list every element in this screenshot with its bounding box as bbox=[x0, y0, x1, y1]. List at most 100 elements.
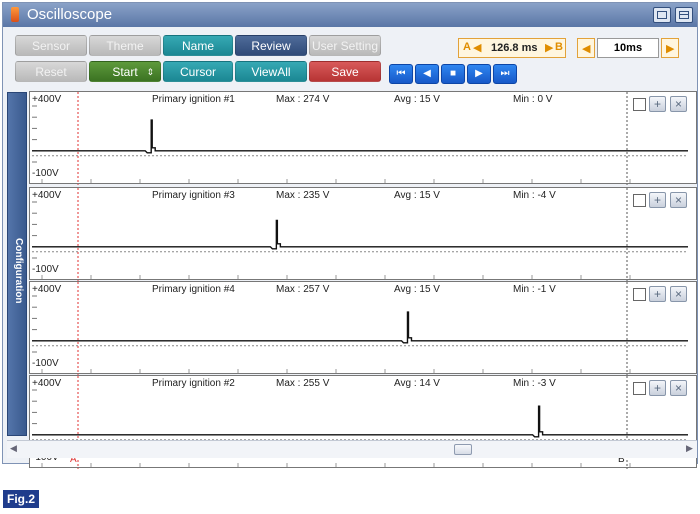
channel-max: Max : 255 V bbox=[276, 378, 330, 389]
channel-ymax: +400V bbox=[32, 190, 62, 201]
channel-min: Min : -3 V bbox=[513, 378, 556, 389]
window-title: Oscilloscope bbox=[27, 6, 113, 23]
arrow-right-icon: ▶ bbox=[666, 43, 675, 55]
skip-start-icon: ⏮ bbox=[396, 68, 406, 79]
channel-ymax: +400V bbox=[32, 284, 62, 295]
cursor-button[interactable]: Cursor bbox=[163, 61, 233, 82]
waveform-trace bbox=[32, 405, 688, 438]
scroll-right-icon[interactable]: ▶ bbox=[686, 443, 693, 453]
cursor-a-label: A bbox=[70, 454, 77, 465]
menu-button[interactable] bbox=[675, 7, 693, 23]
horizontal-scrollbar[interactable]: ◀ ▶ bbox=[7, 440, 697, 458]
channel-checkbox[interactable] bbox=[633, 382, 646, 395]
step-back-icon: ◀ bbox=[423, 68, 431, 79]
menu-icon bbox=[679, 11, 689, 19]
step-back-button[interactable]: ◀ bbox=[415, 64, 439, 84]
step-forward-button[interactable]: ▶ bbox=[467, 64, 491, 84]
configuration-label: Configuration bbox=[13, 238, 24, 304]
channel-checkbox[interactable] bbox=[633, 288, 646, 301]
channel-area: +400V Primary ignition #1 Max : 274 V Av… bbox=[29, 91, 697, 469]
channel-ymin: -100V bbox=[32, 168, 59, 179]
channel-max: Max : 274 V bbox=[276, 94, 330, 105]
waveform-trace bbox=[32, 119, 688, 154]
channel-avg: Avg : 15 V bbox=[394, 190, 440, 201]
channel-avg: Avg : 14 V bbox=[394, 378, 440, 389]
close-icon: × bbox=[674, 381, 682, 395]
theme-button[interactable]: Theme bbox=[89, 35, 161, 56]
add-channel-button[interactable]: + bbox=[649, 192, 666, 208]
save-button[interactable]: Save bbox=[309, 61, 381, 82]
configuration-tab[interactable]: Configuration bbox=[7, 92, 27, 436]
left-triangle-icon: ◀ bbox=[473, 42, 482, 54]
reset-button[interactable]: Reset bbox=[15, 61, 87, 82]
start-button[interactable]: Start ⇕ bbox=[89, 61, 161, 82]
channel-name: Primary ignition #3 bbox=[152, 190, 235, 201]
zoom-out-button[interactable]: ◀ bbox=[577, 38, 595, 58]
add-channel-button[interactable]: + bbox=[649, 380, 666, 396]
channel-min: Min : -1 V bbox=[513, 284, 556, 295]
user-setting-button[interactable]: User Setting bbox=[309, 35, 381, 56]
channel-panel-3: +400V Primary ignition #4 Max : 257 V Av… bbox=[29, 281, 697, 375]
stop-icon: ■ bbox=[449, 68, 457, 79]
channel-checkbox[interactable] bbox=[633, 194, 646, 207]
marker-a-label: A bbox=[463, 41, 471, 53]
restore-icon bbox=[657, 11, 667, 19]
channel-panel-1: +400V Primary ignition #1 Max : 274 V Av… bbox=[29, 91, 697, 185]
channel-max: Max : 257 V bbox=[276, 284, 330, 295]
waveform-3 bbox=[32, 282, 688, 375]
waveform-1 bbox=[32, 92, 688, 185]
channel-checkbox[interactable] bbox=[633, 98, 646, 111]
remove-channel-button[interactable]: × bbox=[670, 286, 687, 302]
plus-icon: + bbox=[653, 193, 661, 207]
review-button[interactable]: Review bbox=[235, 35, 307, 56]
waveform-trace bbox=[32, 311, 688, 344]
add-channel-button[interactable]: + bbox=[649, 96, 666, 112]
skip-end-icon: ⏭ bbox=[500, 68, 510, 79]
close-icon: × bbox=[674, 287, 682, 301]
plus-icon: + bbox=[653, 287, 661, 301]
sensor-button[interactable]: Sensor bbox=[15, 35, 87, 56]
channel-ymin: -100V bbox=[32, 358, 59, 369]
name-button[interactable]: Name bbox=[163, 35, 233, 56]
close-icon: × bbox=[674, 193, 682, 207]
stop-button[interactable]: ■ bbox=[441, 64, 465, 84]
channel-name: Primary ignition #2 bbox=[152, 378, 235, 389]
figure-label: Fig.2 bbox=[3, 490, 39, 508]
spinner-icon: ⇕ bbox=[146, 67, 154, 77]
channel-ymin: -100V bbox=[32, 264, 59, 275]
marker-b-label: B bbox=[555, 41, 563, 53]
skip-start-button[interactable]: ⏮ bbox=[389, 64, 413, 84]
channel-max: Max : 235 V bbox=[276, 190, 330, 201]
zoom-in-button[interactable]: ▶ bbox=[661, 38, 679, 58]
scrollbar-thumb[interactable] bbox=[454, 444, 472, 455]
scroll-left-icon[interactable]: ◀ bbox=[10, 443, 17, 453]
channel-min: Min : 0 V bbox=[513, 94, 553, 105]
right-triangle-icon: ▶ bbox=[545, 42, 554, 54]
arrow-left-icon: ◀ bbox=[582, 43, 591, 55]
restore-button[interactable] bbox=[653, 7, 671, 23]
viewall-button[interactable]: ViewAll bbox=[235, 61, 307, 82]
remove-channel-button[interactable]: × bbox=[670, 380, 687, 396]
add-channel-button[interactable]: + bbox=[649, 286, 666, 302]
channel-ymax: +400V bbox=[32, 378, 62, 389]
oscilloscope-window: Oscilloscope Sensor Theme Name Review Us… bbox=[2, 2, 698, 469]
channel-name: Primary ignition #4 bbox=[152, 284, 235, 295]
waveform-2 bbox=[32, 188, 688, 281]
waveform-trace bbox=[32, 219, 688, 250]
channel-avg: Avg : 15 V bbox=[394, 284, 440, 295]
cursor-b-label: B bbox=[618, 454, 625, 465]
plus-icon: + bbox=[653, 97, 661, 111]
cursor-time-readout: A ◀ 126.8 ms ▶ B bbox=[458, 38, 566, 58]
plus-icon: + bbox=[653, 381, 661, 395]
skip-end-button[interactable]: ⏭ bbox=[493, 64, 517, 84]
channel-min: Min : -4 V bbox=[513, 190, 556, 201]
oscilloscope-icon bbox=[11, 7, 19, 22]
start-label: Start bbox=[112, 65, 138, 79]
channel-avg: Avg : 15 V bbox=[394, 94, 440, 105]
remove-channel-button[interactable]: × bbox=[670, 192, 687, 208]
channel-ymax: +400V bbox=[32, 94, 62, 105]
remove-channel-button[interactable]: × bbox=[670, 96, 687, 112]
title-bar: Oscilloscope bbox=[3, 3, 697, 27]
zoom-value: 10ms bbox=[597, 38, 659, 58]
